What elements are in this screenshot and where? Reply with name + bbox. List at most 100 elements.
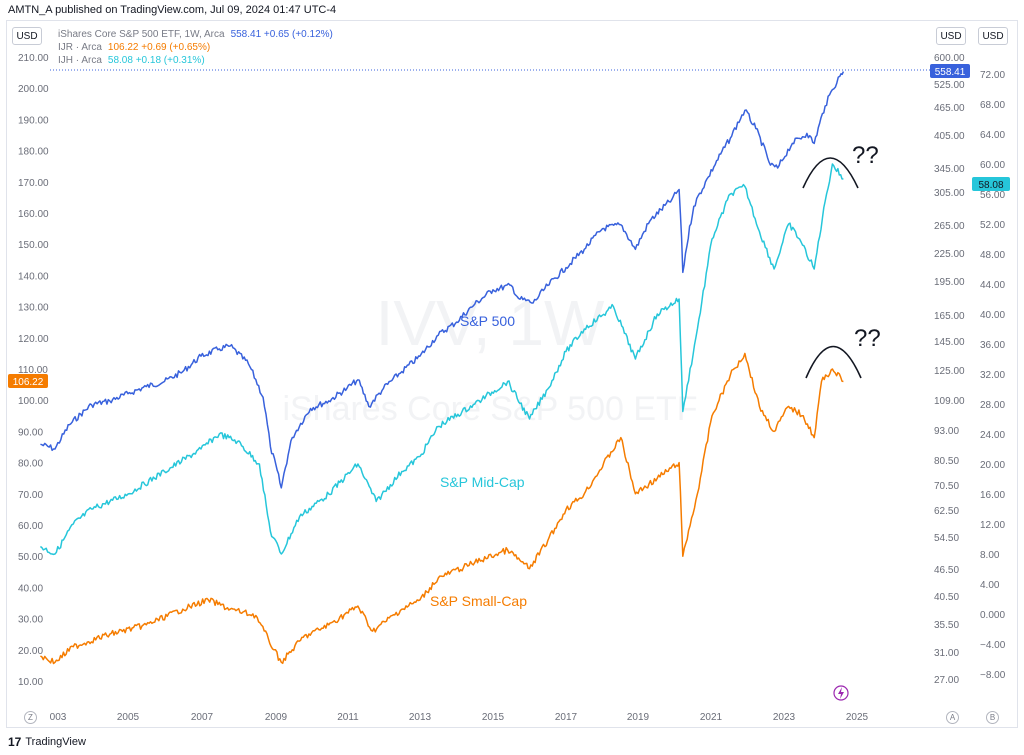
published-line: AMTN_A published on TradingView.com, Jul… [8, 4, 337, 16]
left-tick-label: 20.00 [18, 646, 43, 657]
currency-button-right[interactable]: USD [978, 27, 1008, 45]
mid-tick-label: 46.50 [934, 565, 959, 576]
series-line-1 [39, 163, 844, 556]
legend-row-ijr: IJR · Arca 106.22 +0.69 (+0.65%) [58, 42, 210, 53]
series-line-2 [40, 352, 844, 665]
left-tick-label: 40.00 [18, 583, 43, 594]
left-tick-label: 90.00 [18, 427, 43, 438]
axis-button-z[interactable]: Z [24, 711, 37, 724]
mid-tick-label: 109.00 [934, 396, 965, 407]
series-label-sp500: S&P 500 [460, 313, 515, 329]
left-tick-label: 160.00 [18, 209, 49, 220]
badge-mid-value: 558.41 [935, 67, 966, 78]
left-axis: 210.00 200.00 190.00 180.00 170.00 160.00 150.… [18, 53, 49, 688]
axis-button-a[interactable]: A [946, 711, 959, 724]
left-tick-label: 180.00 [18, 147, 49, 158]
time-tick-label: 2015 [482, 712, 505, 723]
time-tick-label: 2007 [191, 712, 214, 723]
tradingview-brand: TradingView [25, 736, 86, 748]
right-axis: 72.00 68.00 64.00 60.00 56.00 52.00 48.00 44.00… [980, 70, 1006, 681]
right-tick-label: 44.00 [980, 280, 1005, 291]
legend-values: 558.41 +0.65 (+0.12%) [230, 29, 333, 40]
right-tick-label: 64.00 [980, 130, 1005, 141]
tradingview-logo-icon: 17 [8, 735, 22, 749]
right-tick-label: 48.00 [980, 250, 1005, 261]
right-tick-label: 24.00 [980, 430, 1005, 441]
time-tick-label: 2023 [773, 712, 796, 723]
time-tick-label: 2005 [117, 712, 140, 723]
right-tick-label: 12.00 [980, 520, 1005, 531]
left-tick-label: 210.00 [18, 53, 49, 64]
left-tick-label: 30.00 [18, 615, 43, 626]
right-tick-label: 0.000 [980, 610, 1005, 621]
right-tick-label: 32.00 [980, 370, 1005, 381]
mid-tick-label: 40.50 [934, 592, 959, 603]
question-annotation-2: ?? [854, 325, 881, 352]
mid-tick-label: 345.00 [934, 164, 965, 175]
time-tick-label: 2025 [846, 712, 869, 723]
right-tick-label: 4.00 [980, 580, 1000, 591]
left-tick-label: 60.00 [18, 521, 43, 532]
right-tick-label: 20.00 [980, 460, 1005, 471]
watermark-small: iShares Core S&P 500 ETF [282, 390, 697, 428]
right-tick-label: 8.00 [980, 550, 1000, 561]
mid-tick-label: 465.00 [934, 103, 965, 114]
badge-mid: 558.41 [930, 64, 970, 78]
badge-right-bg [972, 177, 1010, 191]
mid-tick-label: 54.50 [934, 533, 959, 544]
left-tick-label: 100.00 [18, 396, 49, 407]
right-tick-label: 16.00 [980, 490, 1005, 501]
mid-tick-label: 145.00 [934, 337, 965, 348]
time-tick-label: 003 [50, 712, 67, 723]
legend-row-ivv: iShares Core S&P 500 ETF, 1W, Arca 558.41… [58, 29, 333, 40]
time-tick-label: 2009 [265, 712, 288, 723]
mid-tick-label: 27.00 [934, 675, 959, 686]
chart-frame [6, 20, 1018, 728]
left-tick-label: 110.00 [18, 365, 48, 376]
legend-symbol: iShares Core S&P 500 ETF, 1W, Arca [58, 29, 225, 40]
lightning-icon[interactable] [833, 685, 849, 701]
badge-right: 58.08 [972, 177, 1010, 191]
right-tick-label: 40.00 [980, 310, 1005, 321]
lightning-icon-bolt [838, 687, 844, 699]
left-tick-label: 130.00 [18, 303, 49, 314]
left-tick-label: 50.00 [18, 552, 43, 563]
time-tick-label: 2013 [409, 712, 432, 723]
mid-tick-label: 31.00 [934, 648, 959, 659]
mid-tick-label: 70.50 [934, 481, 959, 492]
legend-values: 58.08 +0.18 (+0.31%) [107, 55, 205, 66]
legend-symbol: IJH · Arca [58, 55, 102, 66]
right-tick-label: 28.00 [980, 400, 1005, 411]
time-axis: 003 2005 2007 2009 2011 2013 2015 2017 2019 2021 2… [50, 712, 869, 723]
tradingview-logo[interactable]: 17 TradingView [8, 735, 86, 749]
badge-right-value: 58.08 [978, 180, 1003, 191]
mid-tick-label: 62.50 [934, 506, 959, 517]
left-tick-label: 70.00 [18, 490, 43, 501]
mid-axis: 600.00 525.00 465.00 405.00 345.00 305.00 265.… [934, 53, 965, 686]
legend-row-ijh: IJH · Arca 58.08 +0.18 (+0.31%) [58, 55, 205, 66]
left-tick-label: 10.00 [18, 677, 43, 688]
currency-button-mid[interactable]: USD [936, 27, 966, 45]
badge-left-value: 106.22 [13, 377, 44, 388]
legend-symbol: IJR · Arca [58, 42, 102, 53]
question-annotation-1: ?? [852, 142, 879, 169]
left-tick-label: 200.00 [18, 84, 49, 95]
time-tick-label: 2021 [700, 712, 723, 723]
left-tick-label: 80.00 [18, 459, 43, 470]
left-tick-label: 190.00 [18, 115, 49, 126]
right-tick-label: 60.00 [980, 160, 1005, 171]
legend-values: 106.22 +0.69 (+0.65%) [107, 42, 211, 53]
series-label-smallcap: S&P Small-Cap [430, 593, 527, 609]
axis-button-b[interactable]: B [986, 711, 999, 724]
series-layer [39, 71, 845, 665]
mid-tick-label: 35.50 [934, 620, 959, 631]
right-tick-label: −4.00 [980, 640, 1006, 651]
badge-left: 106.22 [8, 374, 48, 388]
arc-annotation-midcap [802, 157, 859, 189]
right-tick-label: 72.00 [980, 70, 1005, 81]
currency-button-left[interactable]: USD [12, 27, 42, 45]
badge-mid-bg [930, 64, 970, 78]
series-label-midcap: S&P Mid-Cap [440, 474, 525, 490]
time-tick-label: 2017 [555, 712, 578, 723]
